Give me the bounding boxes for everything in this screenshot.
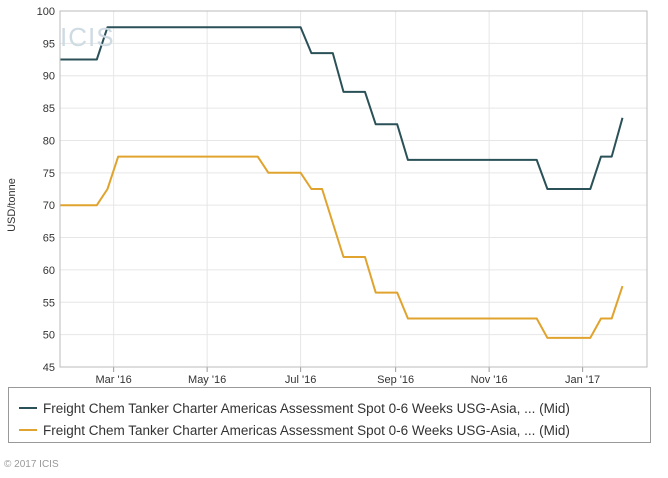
series-line-2 bbox=[60, 155, 624, 339]
legend: Freight Chem Tanker Charter Americas Ass… bbox=[8, 387, 651, 443]
x-tick-label: Jul '16 bbox=[285, 374, 316, 386]
y-tick-label: 75 bbox=[43, 168, 55, 180]
legend-item-series-2[interactable]: Freight Chem Tanker Charter Americas Ass… bbox=[19, 421, 570, 439]
legend-item-series-1[interactable]: Freight Chem Tanker Charter Americas Ass… bbox=[19, 399, 570, 417]
x-tick-label: Jan '17 bbox=[565, 374, 600, 386]
y-tick-label: 70 bbox=[43, 200, 55, 212]
y-tick-label: 65 bbox=[43, 233, 55, 245]
y-tick-label: 60 bbox=[43, 265, 55, 277]
y-tick-label: 95 bbox=[43, 38, 55, 50]
legend-swatch-series-1 bbox=[19, 407, 37, 409]
x-tick-label: Mar '16 bbox=[95, 374, 131, 386]
y-tick-label: 50 bbox=[43, 330, 55, 342]
series-line-1 bbox=[60, 26, 624, 190]
y-axis-label: USD/tonne bbox=[6, 178, 18, 232]
y-tick-label: 85 bbox=[43, 103, 55, 115]
x-tick-label: Nov '16 bbox=[471, 374, 508, 386]
legend-label-series-1: Freight Chem Tanker Charter Americas Ass… bbox=[43, 400, 570, 416]
y-axis-ticks: 45 50 55 60 65 70 75 80 85 90 95 100 bbox=[37, 6, 55, 374]
y-tick-label: 80 bbox=[43, 135, 55, 147]
y-tick-label: 100 bbox=[37, 6, 55, 18]
y-tick-label: 55 bbox=[43, 297, 55, 309]
y-tick-label: 45 bbox=[43, 362, 55, 374]
series-lines bbox=[60, 26, 624, 339]
x-tick-label: Sep '16 bbox=[377, 374, 414, 386]
x-tick-label: May '16 bbox=[188, 374, 226, 386]
x-axis-ticks: Mar '16 May '16 Jul '16 Sep '16 Nov '16 Jan '… bbox=[95, 367, 600, 386]
legend-label-series-2: Freight Chem Tanker Charter Americas Ass… bbox=[43, 422, 570, 438]
copyright-footer: © 2017 ICIS bbox=[4, 459, 59, 470]
icis-watermark: ICIS bbox=[60, 22, 115, 52]
plot-frame bbox=[59, 10, 648, 368]
y-tick-label: 90 bbox=[43, 71, 55, 83]
legend-swatch-series-2 bbox=[19, 429, 37, 431]
